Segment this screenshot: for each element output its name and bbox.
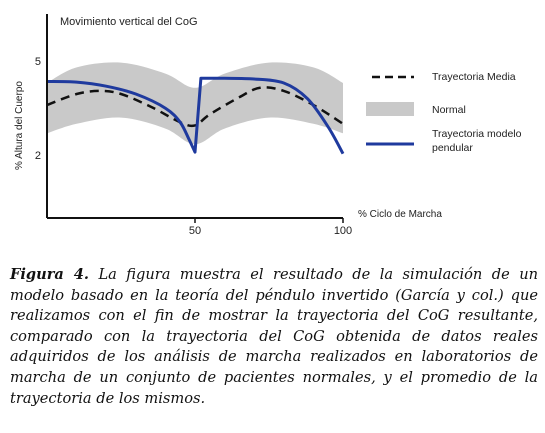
legend-label-normal: Normal xyxy=(432,104,466,116)
cog-chart: 50 100 2 5 Movimiento vertical del CoG % Al… xyxy=(14,14,524,237)
x-axis-label: % Ciclo de Marcha xyxy=(358,209,442,220)
x-tick-label: 100 xyxy=(334,225,352,237)
legend-label-mean: Trayectoria Media xyxy=(432,71,516,83)
y-tick-label: 5 xyxy=(35,56,41,68)
normal-band-area xyxy=(47,62,343,145)
legend-swatch-normal xyxy=(366,102,414,116)
caption-text: La figura muestra el resultado de la sim… xyxy=(10,266,538,407)
legend-label-model: Trayectoria modelo pendular xyxy=(432,128,524,154)
y-tick-label: 2 xyxy=(35,150,41,162)
series-model-line xyxy=(46,76,345,155)
series-mean-line xyxy=(46,86,344,128)
legend: Trayectoria Media Normal Trayectoria mod… xyxy=(366,71,524,154)
x-tick-label: 50 xyxy=(189,225,201,237)
caption-label: Figura 4. xyxy=(10,266,89,283)
figure: 50 100 2 5 Movimiento vertical del CoG % Al… xyxy=(14,14,524,237)
y-axis-label: % Altura del Cuerpo xyxy=(14,81,25,170)
chart-title: Movimiento vertical del CoG xyxy=(60,16,198,28)
figure-caption: Figura 4. La figura muestra el resultado… xyxy=(10,265,538,409)
